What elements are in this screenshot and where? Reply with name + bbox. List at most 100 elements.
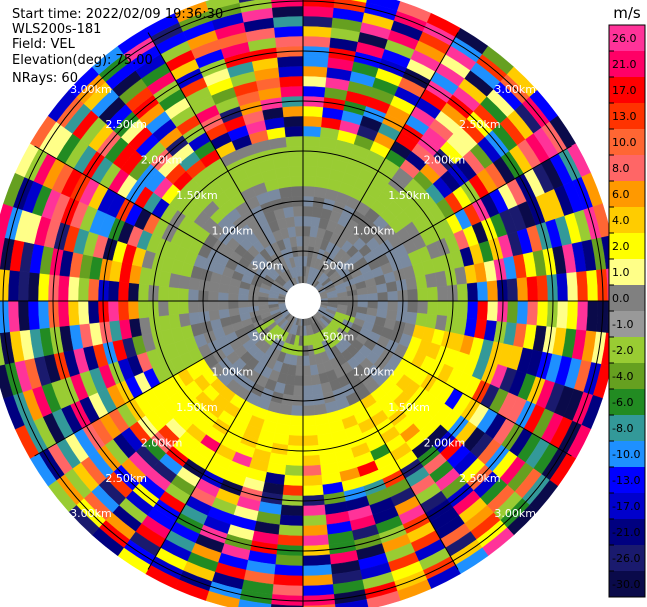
colorbar-tick-label: 10.0 [612, 136, 637, 149]
range-ring-label: 500m [252, 260, 284, 273]
colorbar-unit: m/s [613, 4, 641, 22]
velocity-gate [207, 300, 219, 312]
velocity-gate [0, 364, 14, 399]
range-ring-label: 2.50km [459, 118, 501, 131]
velocity-gate [227, 300, 239, 310]
colorbar-swatch [609, 337, 645, 364]
range-ring-label: 1.50km [388, 401, 430, 414]
colorbar-swatch [609, 519, 645, 546]
velocity-gate [77, 300, 90, 325]
colorbar-tick-label: -30.0 [612, 578, 640, 591]
velocity-gate [302, 425, 318, 437]
velocity-gate [302, 584, 335, 597]
velocity-gate [0, 300, 10, 334]
colorbar-tick-label: 17.0 [612, 84, 637, 97]
range-ring-label: 3.00km [494, 507, 536, 520]
velocity-gate [278, 403, 293, 416]
range-ring-label: 2.50km [105, 472, 147, 485]
velocity-gate [536, 300, 549, 327]
colorbar-swatch [609, 545, 645, 572]
velocity-gate [357, 293, 369, 302]
velocity-gate [302, 115, 323, 128]
range-ring-label: 500m [322, 330, 354, 343]
velocity-gate [313, 403, 328, 416]
velocity-gate [279, 75, 304, 88]
colorbar: m/s 26.0 21.0 17.0 13.0 10.0 8.0 6.0 4.0 2.0 1.0 0.… [608, 4, 646, 598]
velocity-gate [302, 514, 327, 527]
velocity-gate [366, 590, 401, 607]
velocity-gate [284, 125, 304, 138]
velocity-gate [506, 300, 519, 324]
colorbar-tick-label: 13.0 [612, 110, 637, 123]
velocity-gate [302, 335, 308, 347]
velocity-gate [275, 35, 304, 48]
colorbar-swatch [609, 181, 645, 208]
range-ring-label: 1.50km [176, 189, 218, 202]
start-time-text: Start time: 2022/02/09 19:36:30 [12, 7, 224, 22]
colorbar-tick-label: 1.0 [612, 266, 630, 279]
velocity-gate [556, 300, 569, 329]
range-ring-label: 1.50km [388, 189, 430, 202]
velocity-gate [278, 65, 304, 78]
velocity-gate [302, 464, 322, 477]
azimuth-spokes [0, 0, 613, 607]
colorbar-tick-label: 6.0 [612, 188, 630, 201]
azimuth-spoke [302, 32, 459, 302]
velocity-gate [207, 290, 219, 302]
velocity-gate [293, 375, 304, 387]
range-ring-label: 2.00km [424, 154, 466, 167]
azimuth-spoke [147, 32, 304, 302]
velocity-gate [302, 165, 318, 177]
velocity-gate [302, 215, 313, 227]
colorbar-swatch [609, 311, 645, 338]
velocity-gate [302, 564, 332, 577]
velocity-gate [302, 534, 329, 547]
colorbar-swatch [609, 77, 645, 104]
velocity-gate [437, 285, 449, 302]
range-ring-label: 1.00km [353, 224, 395, 237]
instrument-text: WLS200s-181 [12, 22, 102, 37]
velocity-gate [302, 135, 321, 148]
velocity-gate [407, 300, 419, 314]
velocity-gate [293, 215, 304, 227]
velocity-gate [0, 236, 5, 269]
velocity-gate [208, 309, 221, 321]
velocity-gate [476, 300, 489, 321]
velocity-gate [287, 435, 304, 447]
elevation-text: Elevation(deg): 75.00 [12, 53, 153, 68]
velocity-gate [17, 270, 30, 302]
range-ring-label: 1.00km [212, 366, 254, 379]
colorbar-swatch [609, 415, 645, 442]
velocity-gate [237, 300, 249, 309]
velocity-gate [217, 300, 229, 311]
velocity-gate [337, 296, 349, 302]
colorbar-tick-label: -26.0 [612, 552, 640, 565]
colorbar-swatch [609, 389, 645, 416]
velocity-gate [167, 286, 179, 302]
range-ring-label: 500m [322, 260, 354, 273]
velocity-gate [417, 300, 429, 315]
range-ring-label: 3.00km [70, 83, 112, 96]
velocity-gate [576, 270, 589, 302]
velocity-gate [282, 105, 304, 118]
velocity-gate [506, 278, 519, 302]
velocity-gate [278, 524, 304, 537]
velocity-gate [405, 276, 418, 291]
colorbar-swatch [609, 441, 645, 468]
velocity-gate [275, 554, 304, 567]
velocity-gate [302, 504, 326, 517]
colorbar-swatch [609, 129, 645, 156]
range-ring-label: 2.50km [105, 118, 147, 131]
velocity-gate [294, 225, 304, 237]
velocity-gate [288, 165, 304, 177]
azimuth-spoke [302, 300, 572, 457]
range-ring-label: 3.00km [494, 83, 536, 96]
velocity-gate [302, 75, 327, 88]
velocity-gate [302, 415, 317, 427]
velocity-gate [302, 484, 324, 497]
range-ring-label: 1.50km [176, 401, 218, 414]
velocity-gate [157, 285, 169, 302]
velocity-gate [466, 282, 479, 302]
range-ring-label: 2.00km [141, 154, 183, 167]
velocity-gate [277, 534, 304, 547]
